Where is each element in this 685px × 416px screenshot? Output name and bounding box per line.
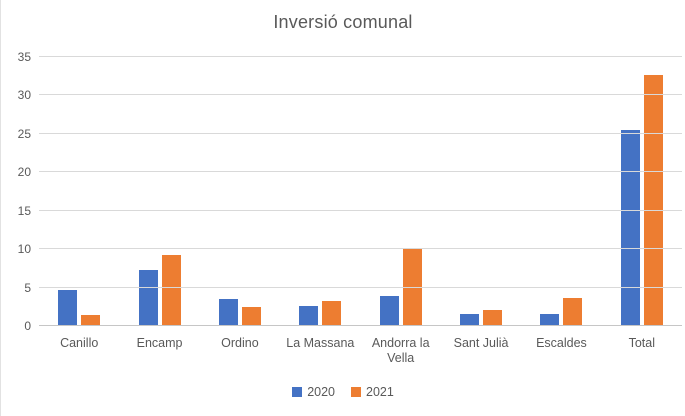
bar-2021-canillo xyxy=(81,315,101,326)
plot-area xyxy=(39,56,682,326)
bar-group-ordino xyxy=(200,57,280,326)
chart-title: Inversió comunal xyxy=(273,12,413,32)
x-axis: Canillo Encamp Ordino La Massana Andorra la … xyxy=(39,336,682,366)
bar-2020-total xyxy=(620,130,640,326)
y-tick-label-25: 25 xyxy=(17,126,31,141)
bar-2020-canillo xyxy=(58,289,78,326)
bar-2020-la-massana xyxy=(299,306,319,326)
legend-item-2020: 2020 xyxy=(292,385,335,399)
y-tick-label-5: 5 xyxy=(24,280,31,295)
x-tick-label-encamp: Encamp xyxy=(136,336,183,350)
legend-item-2021: 2021 xyxy=(351,385,394,399)
bar-2020-ordino xyxy=(218,299,238,326)
x-tick-label-canillo: Canillo xyxy=(60,336,99,350)
x-tick-label-andorra-la-vella: Andorra la Vella xyxy=(371,336,430,365)
x-tick-label-total: Total xyxy=(628,336,656,350)
bar-2020-sant-julià xyxy=(460,314,480,326)
gridline-20 xyxy=(39,171,682,173)
y-tick-label-15: 15 xyxy=(17,203,31,218)
bar-2020-encamp xyxy=(138,269,158,326)
legend-label-2020: 2020 xyxy=(307,385,335,399)
x-tick-label-escaldes: Escaldes xyxy=(536,336,587,350)
y-tick-label-0: 0 xyxy=(24,319,31,333)
bar-group-total xyxy=(602,57,682,326)
legend-swatch-2021 xyxy=(351,387,361,397)
bar-2021-ordino xyxy=(241,306,261,326)
gridline-30 xyxy=(39,94,682,96)
bar-group-canillo xyxy=(39,57,119,326)
bar-2021-la-massana xyxy=(322,301,342,326)
bar-2021-escaldes xyxy=(563,297,583,326)
gridline-0 xyxy=(39,325,682,326)
y-tick-label-30: 30 xyxy=(17,88,31,103)
bar-group-sant-julià xyxy=(441,57,521,326)
legend-label-2021: 2021 xyxy=(366,385,394,399)
y-tick-label-20: 20 xyxy=(17,165,31,180)
gridline-5 xyxy=(39,286,682,288)
bar-group-la-massana xyxy=(280,57,360,326)
bar-2020-escaldes xyxy=(540,314,560,326)
x-tick-label-la-massana: La Massana xyxy=(286,336,355,350)
legend: 2020 2021 xyxy=(1,385,685,399)
bar-2021-total xyxy=(643,75,663,326)
bar-2021-sant-julià xyxy=(483,309,503,326)
gridline-15 xyxy=(39,209,682,211)
gridline-10 xyxy=(39,248,682,250)
x-tick-label-sant-julià: Sant Julià xyxy=(453,336,509,350)
y-axis: 0 5 10 15 20 25 30 35 xyxy=(1,51,31,332)
bar-group-encamp xyxy=(119,57,199,326)
y-tick-label-35: 35 xyxy=(17,50,31,64)
bar-2020-andorra-la-vella xyxy=(379,296,399,326)
gridline-35 xyxy=(39,56,682,57)
y-tick-label-10: 10 xyxy=(17,242,31,257)
x-tick-label-ordino: Ordino xyxy=(221,336,259,350)
gridline-25 xyxy=(39,132,682,134)
bar-2021-encamp xyxy=(161,255,181,326)
legend-swatch-2020 xyxy=(292,387,303,397)
bar-group-escaldes xyxy=(521,57,601,326)
